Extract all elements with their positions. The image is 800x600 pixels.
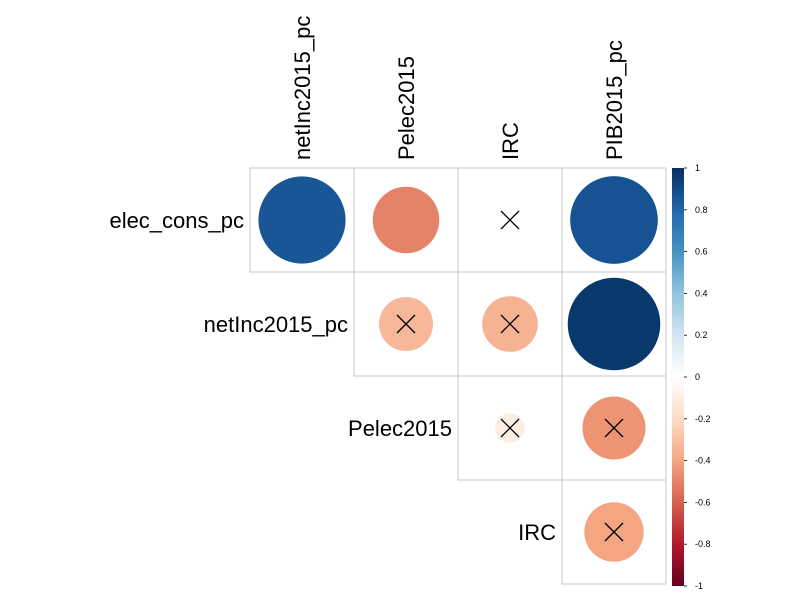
grid [249,167,667,585]
colorbar-tick-label: 1 [695,163,700,173]
colorbar-tick-label: -0.6 [695,497,711,507]
colorbar-tick-label: -0.2 [695,414,711,424]
cells [258,176,661,562]
colorbar-gradient [672,168,684,586]
colorbar-tick-label: -0.4 [695,456,711,466]
colorbar-tick-label: -1 [695,581,703,591]
corr-circle-elec_cons_pc-netInc2015_pc [258,176,346,264]
row-label-IRC: IRC [518,520,556,545]
insignificant-cross-mark [500,314,520,334]
column-label-netInc2015_pc: netInc2015_pc [290,16,315,160]
colorbar: 1 0.8 0.6 0.4 0.2 0 -0.2 -0.4 -0.6 -0.8 -1 [672,163,711,591]
corr-circle-elec_cons_pc-PIB2015_pc [570,176,658,264]
insignificant-cross-mark [396,314,416,334]
column-label-IRC: IRC [498,122,523,160]
column-label-PIB2015_pc: PIB2015_pc [602,40,627,160]
row-label-elec_cons_pc: elec_cons_pc [109,208,244,233]
colorbar-tick-label: 0.2 [695,330,708,340]
row-label-netInc2015_pc: netInc2015_pc [204,312,348,337]
colorbar-tick-label: -0.8 [695,539,711,549]
colorbar-tick-label: 0.4 [695,288,708,298]
colorbar-tick-label: 0 [695,372,700,382]
insignificant-cross-mark [604,418,624,438]
insignificant-cross-mark [500,418,520,438]
row-label-Pelec2015: Pelec2015 [348,416,452,441]
colorbar-tick-label: 0.8 [695,205,708,215]
corr-circle-netInc2015_pc-PIB2015_pc [567,277,661,371]
corr-circle-elec_cons_pc-Pelec2015 [372,186,440,254]
insignificant-cross-mark [604,522,624,542]
column-label-Pelec2015: Pelec2015 [394,56,419,160]
axis-labels: netInc2015_pc Pelec2015 IRC PIB2015_pc elec_… [109,16,627,545]
insignificant-cross-mark [500,210,520,230]
grid-cell [561,479,667,585]
colorbar-tick-label: 0.6 [695,247,708,257]
